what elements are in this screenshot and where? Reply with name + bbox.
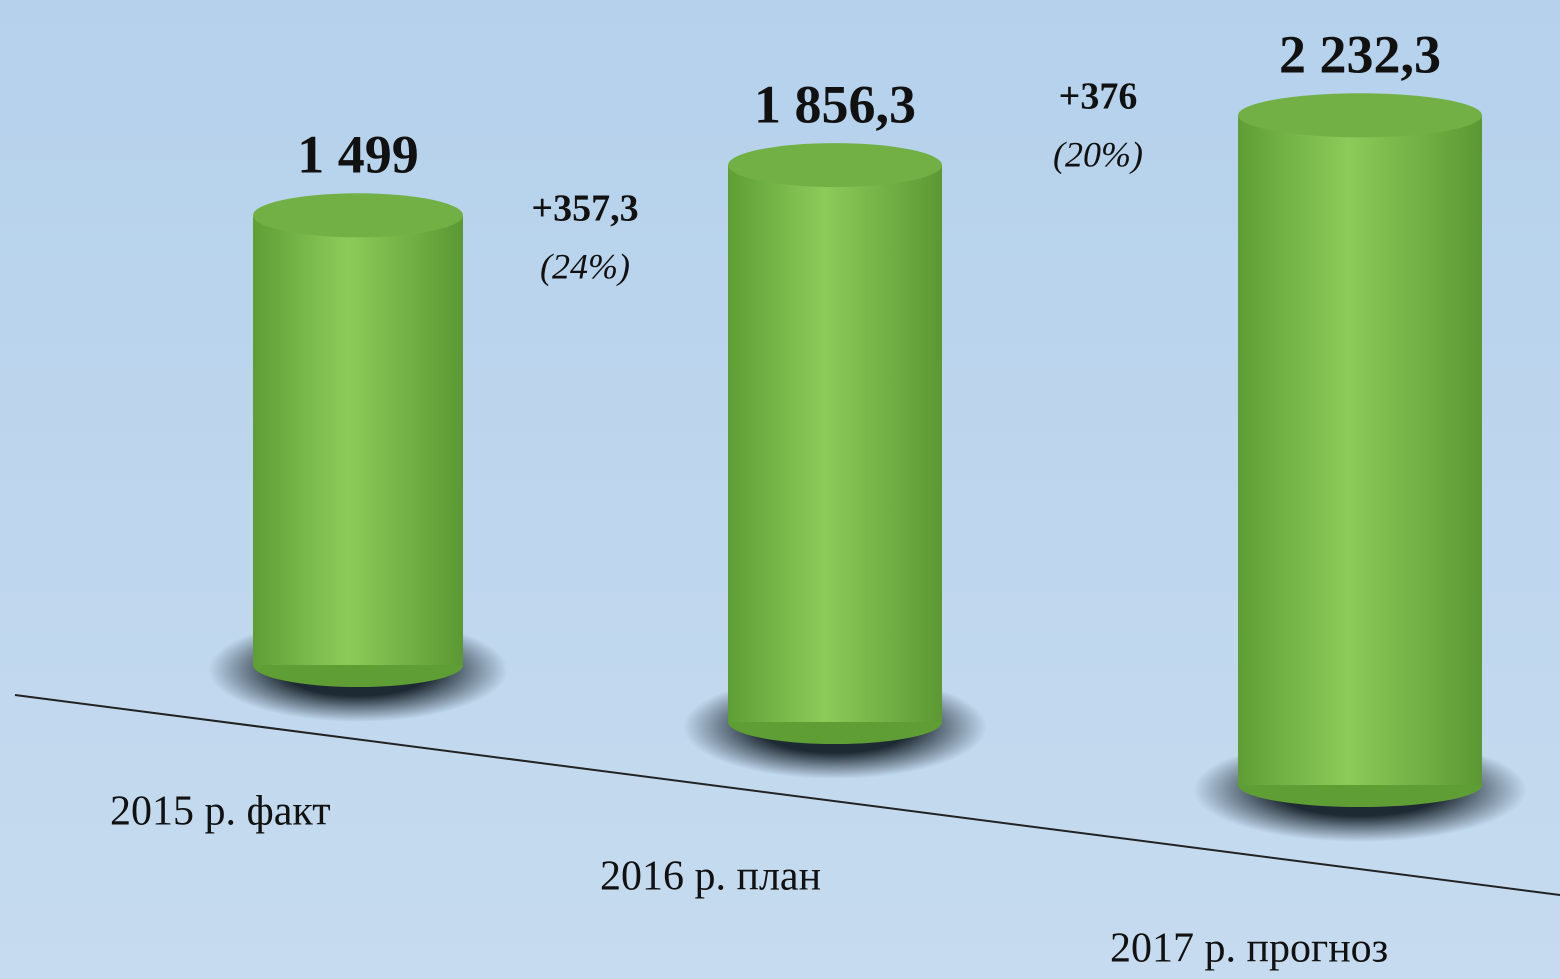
- cylinder-top: [253, 193, 463, 238]
- value-label: 1 499: [297, 125, 419, 185]
- change-label: +376: [1059, 76, 1138, 118]
- percent-label: (20%): [1053, 134, 1143, 174]
- change-label: +357,3: [531, 188, 638, 230]
- cylinder: [728, 165, 942, 723]
- baseline: [14, 694, 1560, 896]
- category-label: 2015 р. факт: [110, 789, 331, 835]
- cylinder: [253, 215, 463, 666]
- category-label: 2017 р. прогноз: [1110, 926, 1388, 972]
- value-label: 1 856,3: [754, 75, 916, 135]
- percent-label: (24%): [540, 246, 630, 286]
- category-label: 2016 р. план: [600, 854, 821, 900]
- cylinder-top: [728, 143, 942, 188]
- cylinder-top: [1238, 93, 1482, 138]
- cylinder: [1238, 115, 1482, 785]
- value-label: 2 232,3: [1279, 25, 1441, 85]
